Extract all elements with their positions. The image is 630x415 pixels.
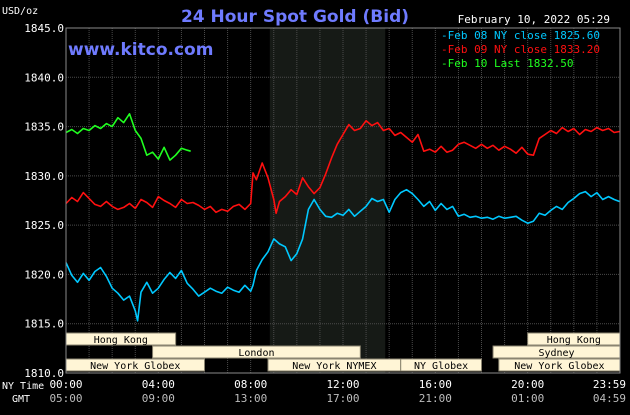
- x-axis-gmt-label: GMT: [12, 394, 30, 405]
- y-tick-label: 1835.0: [24, 121, 64, 134]
- x-tick-label-gmt: 05:00: [49, 392, 82, 405]
- session-label: London: [238, 348, 274, 359]
- x-tick-label-ny: 23:59: [593, 378, 626, 391]
- session-label: Hong Kong: [547, 335, 601, 346]
- y-tick-label: 1830.0: [24, 170, 64, 183]
- website-watermark: www.kitco.com: [68, 40, 213, 60]
- session-bar: [152, 345, 361, 359]
- y-tick-label: 1815.0: [24, 318, 64, 331]
- x-tick-label-ny: 00:00: [49, 378, 82, 391]
- plot-frame: [65, 27, 621, 374]
- y-tick-label: 1845.0: [24, 22, 64, 35]
- horizontal-gridlines: [66, 76, 620, 325]
- x-tick-label-ny: 08:00: [234, 378, 267, 391]
- nymex-session-shade: [269, 28, 386, 373]
- price-series: [65, 113, 620, 322]
- y-axis-tick-labels: 1845.0 1840.0 1835.0 1830.0 1825.0 1820.0 1815…: [24, 22, 64, 380]
- y-tick-label: 1820.0: [24, 268, 64, 281]
- x-tick-label-ny: 04:00: [142, 378, 175, 391]
- legend-entry-feb08: -Feb 08 NY close 1825.60: [441, 29, 600, 42]
- chart-title: 24 Hour Spot Gold (Bid): [181, 7, 409, 27]
- x-tick-label-gmt: 21:00: [419, 392, 452, 405]
- session-label: New York Globex: [514, 361, 604, 372]
- x-tick-label-ny: 16:00: [419, 378, 452, 391]
- y-tick-label: 1825.0: [24, 219, 64, 232]
- y-tick-label: 1840.0: [24, 71, 64, 84]
- series-line-feb09: [65, 119, 620, 215]
- session-label: NY Globex: [414, 361, 468, 372]
- session-label: Hong Kong: [94, 335, 148, 346]
- x-tick-label-ny: 12:00: [326, 378, 359, 391]
- legend-entry-feb10: -Feb 10 Last 1832.50: [441, 57, 573, 70]
- session-label: Sydney: [538, 348, 574, 359]
- x-tick-label-gmt: 17:00: [326, 392, 359, 405]
- chart-legend: -Feb 08 NY close 1825.60-Feb 09 NY close…: [441, 29, 600, 70]
- series-line-feb08: [65, 188, 620, 322]
- x-tick-label-gmt: 13:00: [234, 392, 267, 405]
- x-tick-label-gmt: 01:00: [511, 392, 544, 405]
- session-label: New York NYMEX: [292, 361, 376, 372]
- legend-entry-feb09: -Feb 09 NY close 1833.20: [441, 43, 600, 56]
- series-line-feb10: [65, 113, 191, 161]
- x-tick-label-gmt: 04:59: [593, 392, 626, 405]
- session-bar: [400, 358, 483, 372]
- x-tick-label-ny: 20:00: [511, 378, 544, 391]
- session-label: New York Globex: [90, 361, 180, 372]
- x-axis-ny-time-label: NY Time: [2, 381, 44, 392]
- y-axis-unit-label: USD/oz: [2, 6, 38, 17]
- chart-datetime: February 10, 2022 05:29: [458, 13, 610, 26]
- y-tick-label: 1810.0: [24, 367, 64, 380]
- trading-sessions: Hong Kong Hong Kong London Sydney New York G…: [65, 332, 621, 372]
- x-tick-label-gmt: 09:00: [142, 392, 175, 405]
